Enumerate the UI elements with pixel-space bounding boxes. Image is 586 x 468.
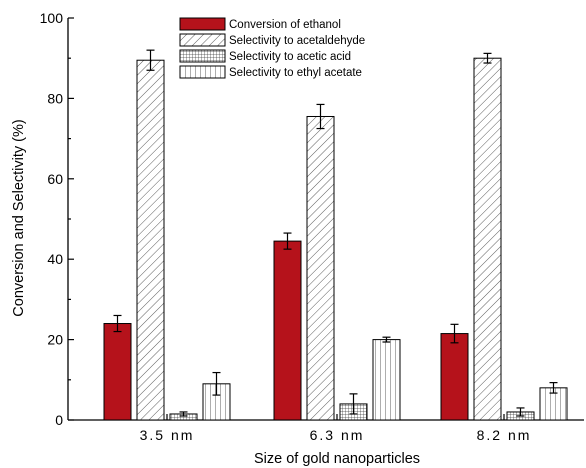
bar bbox=[372, 339, 401, 421]
y-tick-label: 60 bbox=[47, 171, 63, 187]
y-axis-title: Conversion and Selectivity (%) bbox=[11, 119, 27, 316]
x-tick-label: 3.5 nm bbox=[140, 427, 195, 443]
legend-swatch bbox=[179, 49, 226, 63]
plot-area: 0 20 40 60 80 100 3.5 nm 6.3 nm 8.2 nm Conversion… bbox=[40, 10, 584, 443]
y-tick-label: 20 bbox=[47, 332, 63, 348]
y-tick-label: 40 bbox=[47, 251, 63, 267]
y-tick-label: 100 bbox=[40, 10, 64, 26]
y-tick-label: 0 bbox=[55, 412, 63, 428]
y-tick-label: 80 bbox=[47, 90, 63, 106]
x-axis-title: Size of gold nanoparticles bbox=[254, 451, 420, 467]
bar bbox=[306, 115, 335, 421]
legend-swatch bbox=[179, 17, 226, 31]
legend-swatch bbox=[179, 65, 226, 79]
x-tick-label: 8.2 nm bbox=[477, 427, 532, 443]
legend-swatch bbox=[179, 33, 226, 47]
legend-label: Selectivity to acetic acid bbox=[229, 51, 351, 63]
legend-label: Selectivity to acetaldehyde bbox=[229, 35, 365, 47]
x-tick-label: 6.3 nm bbox=[310, 427, 365, 443]
legend-label: Conversion of ethanol bbox=[229, 19, 341, 31]
bar bbox=[440, 333, 469, 421]
legend-label: Selectivity to ethyl acetate bbox=[229, 67, 362, 79]
bar bbox=[202, 383, 231, 421]
bar bbox=[273, 240, 302, 421]
bar bbox=[473, 57, 502, 421]
bar bbox=[136, 59, 165, 421]
bar bbox=[103, 323, 132, 421]
